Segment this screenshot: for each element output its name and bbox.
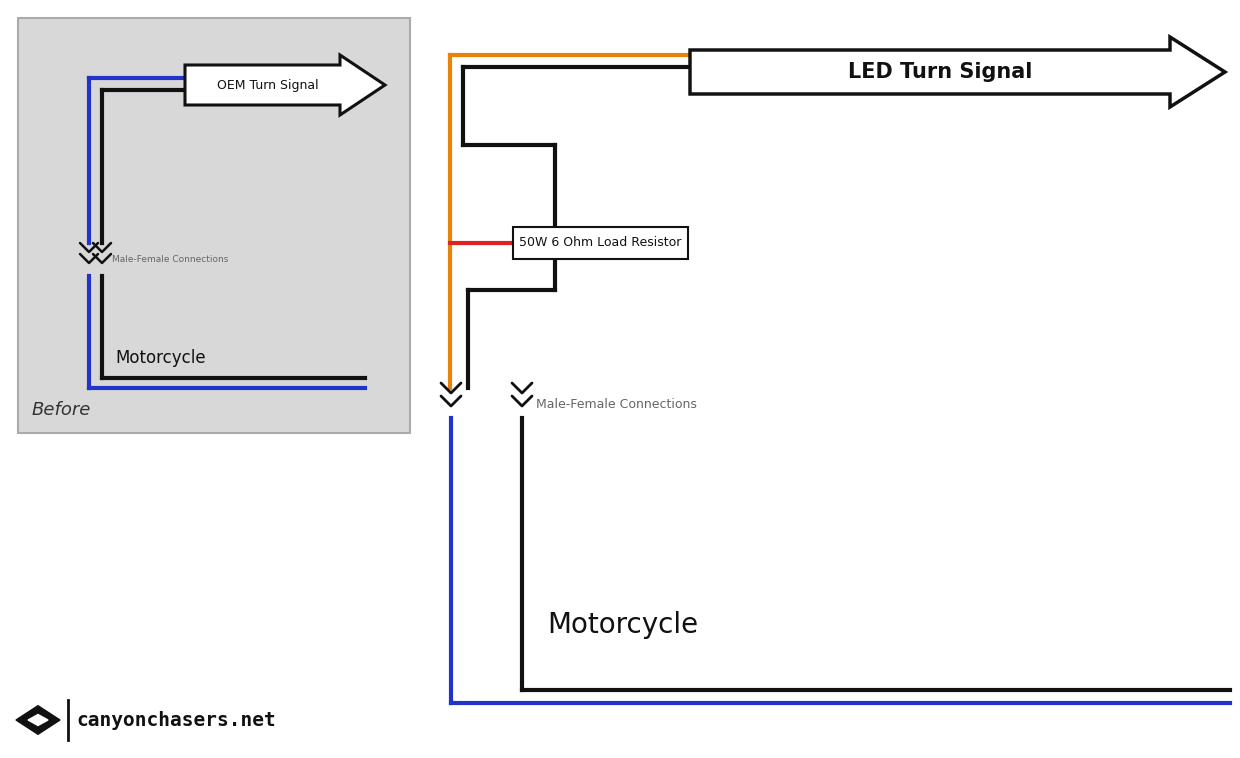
Text: Before: Before [32,401,92,419]
Polygon shape [185,55,384,115]
Polygon shape [29,715,48,725]
Text: OEM Turn Signal: OEM Turn Signal [217,79,319,92]
Bar [513,227,688,259]
Text: Male-Female Connections: Male-Female Connections [112,255,228,265]
Text: 50W 6 Ohm Load Resistor: 50W 6 Ohm Load Resistor [520,236,682,249]
Text: Motorcycle: Motorcycle [115,349,206,367]
Text: LED Turn Signal: LED Turn Signal [848,62,1032,82]
Text: Motorcycle: Motorcycle [547,611,698,639]
Polygon shape [689,37,1225,107]
Text: Male-Female Connections: Male-Female Connections [536,397,697,411]
Bar [19,18,410,433]
Polygon shape [16,706,60,735]
Text: canyonchasers.net: canyonchasers.net [76,712,275,731]
